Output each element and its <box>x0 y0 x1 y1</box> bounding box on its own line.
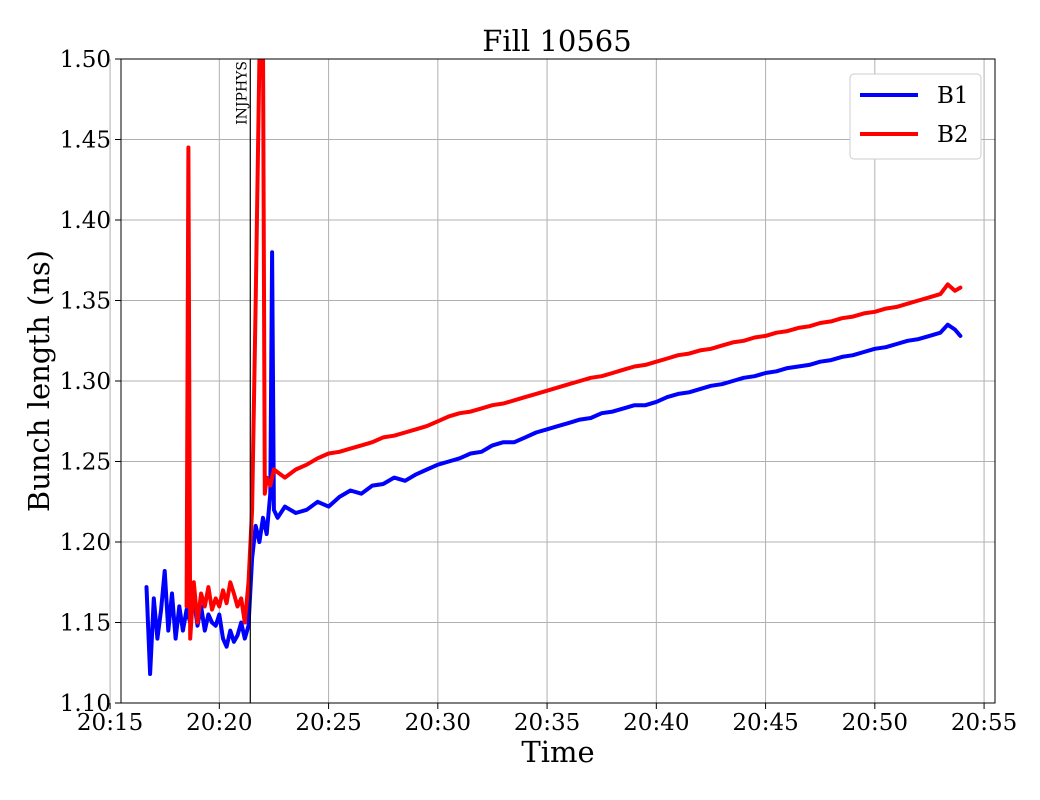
tick-layer: 20:15 20:20 20:25 20:30 20:35 20:40 20:45 20:50… <box>60 47 1017 736</box>
y-tick-label: 1.25 <box>60 450 111 476</box>
legend-label-b2: B2 <box>937 122 969 148</box>
y-tick-label: 1.30 <box>60 369 111 395</box>
x-tick-label: 20:15 <box>77 710 143 736</box>
x-tick-label: 20:40 <box>623 710 689 736</box>
y-axis-label: Bunch length (ns) <box>22 250 56 512</box>
y-tick-label: 1.15 <box>60 611 111 637</box>
y-tick-label: 1.40 <box>60 208 111 234</box>
y-tick-label: 1.20 <box>60 530 111 556</box>
x-tick-label: 20:55 <box>951 710 1017 736</box>
x-tick-label: 20:50 <box>842 710 908 736</box>
y-tick-label: 1.35 <box>60 289 111 315</box>
y-tick-label: 1.10 <box>60 691 111 717</box>
annotation-layer: INJPHYS <box>234 59 251 703</box>
annotation-label: INJPHYS <box>234 61 250 125</box>
x-axis-label: Time <box>521 735 594 769</box>
legend-label-b1: B1 <box>937 83 969 109</box>
legend: B1 B2 <box>849 73 982 160</box>
x-tick-label: 20:45 <box>732 710 798 736</box>
x-tick-label: 20:25 <box>295 710 361 736</box>
y-tick-label: 1.50 <box>60 47 111 73</box>
series-line-b2 <box>184 59 963 641</box>
series-layer <box>144 59 963 676</box>
chart-title: Fill 10565 <box>482 24 631 58</box>
x-tick-label: 20:35 <box>514 710 580 736</box>
series-line-b1 <box>144 250 963 676</box>
x-tick-label: 20:20 <box>186 710 252 736</box>
x-tick-label: 20:30 <box>405 710 471 736</box>
y-tick-label: 1.45 <box>60 128 111 154</box>
